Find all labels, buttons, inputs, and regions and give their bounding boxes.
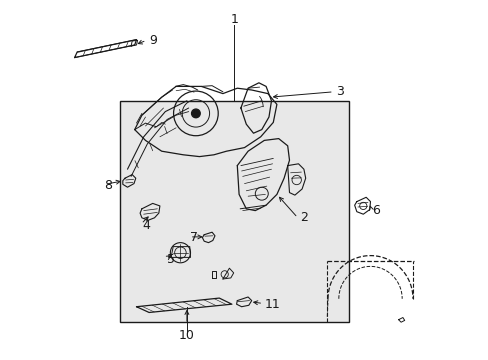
Text: 7: 7 xyxy=(190,231,198,244)
Bar xyxy=(120,101,348,322)
Text: 2: 2 xyxy=(300,211,307,224)
Text: 1: 1 xyxy=(230,13,238,26)
Text: 11: 11 xyxy=(264,298,280,311)
Circle shape xyxy=(191,109,200,118)
Text: 4: 4 xyxy=(142,219,149,231)
Text: 9: 9 xyxy=(149,34,157,47)
Text: 6: 6 xyxy=(371,204,379,217)
Text: 8: 8 xyxy=(104,179,112,192)
Text: 10: 10 xyxy=(179,329,194,342)
Text: 5: 5 xyxy=(167,253,175,266)
Text: 3: 3 xyxy=(336,85,344,98)
